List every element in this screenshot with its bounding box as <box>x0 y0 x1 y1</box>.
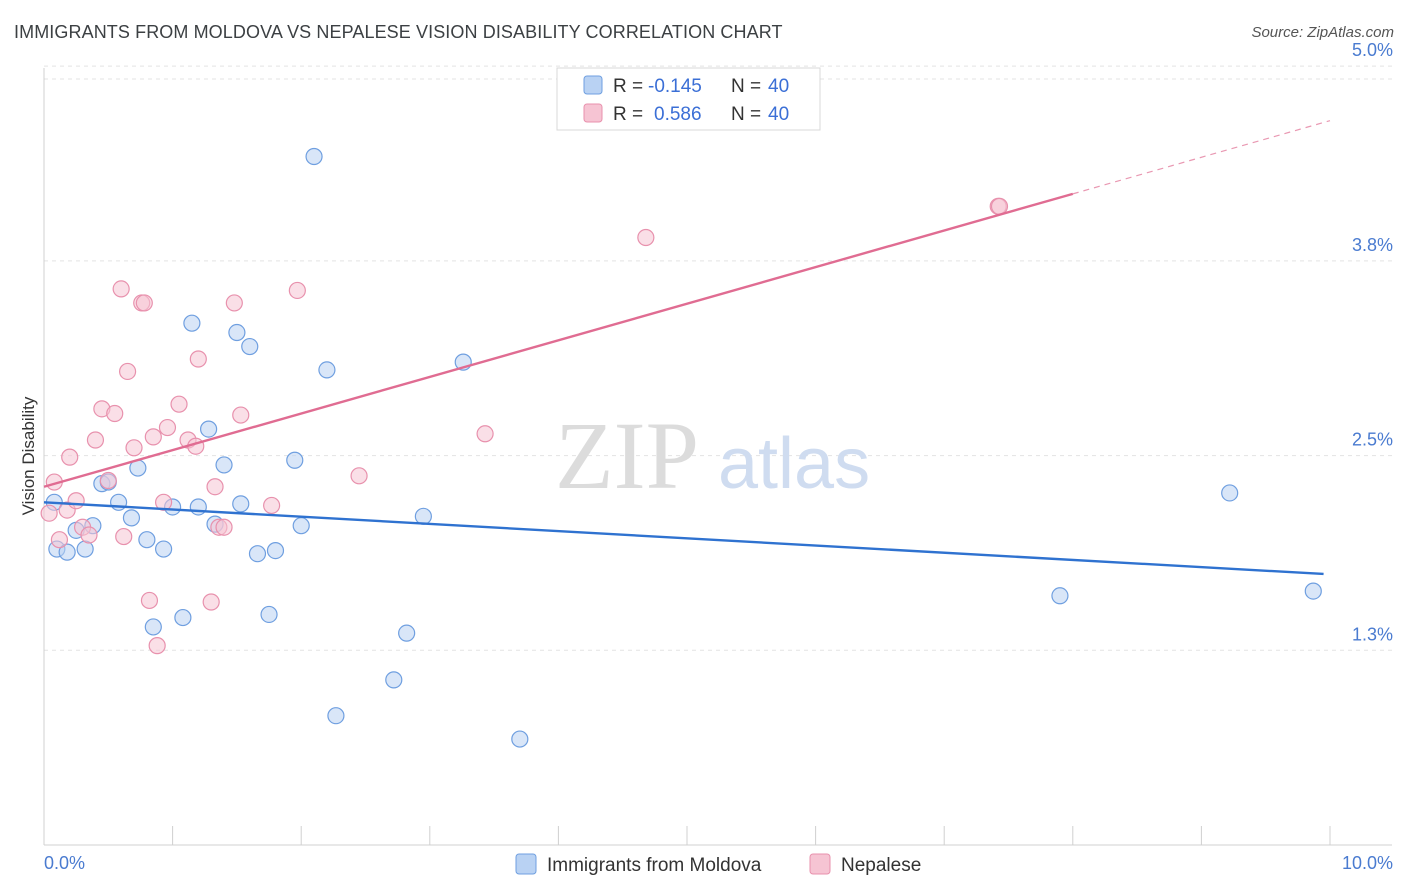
stats-n-value-pink: 40 <box>768 104 789 125</box>
moldova-point <box>286 451 304 469</box>
legend-label-moldova: Immigrants from Moldova <box>547 855 762 876</box>
moldova-point <box>248 545 267 563</box>
moldova-point <box>138 531 156 549</box>
moldova-point <box>200 420 218 438</box>
watermark-atlas: atlas <box>718 424 870 504</box>
nepalese-point <box>140 591 159 610</box>
nepalese-point <box>61 448 79 466</box>
moldova-point <box>292 517 310 535</box>
watermark-zip: ZIP <box>555 402 699 509</box>
nepalese-point <box>80 526 98 544</box>
axes <box>43 68 1392 846</box>
x-tick-label-max: 10.0% <box>1342 853 1393 873</box>
stats-r-value-pink: 0.586 <box>654 104 702 125</box>
moldova-point <box>318 361 336 379</box>
y-tick-label: 5.0% <box>1352 40 1393 60</box>
nepalese-point <box>115 527 133 546</box>
stats-r-label-blue: R = <box>613 76 643 97</box>
moldova-point <box>241 337 259 356</box>
nepalese-point <box>225 294 243 312</box>
nepalese-point <box>86 431 105 449</box>
moldova-point <box>215 456 233 474</box>
moldova-point <box>327 707 345 725</box>
moldova-point <box>511 730 529 748</box>
moldova-point <box>398 624 416 642</box>
nepalese-point <box>158 418 177 437</box>
nepalese-point <box>232 406 250 424</box>
moldova-point <box>385 671 403 689</box>
chart-title: IMMIGRANTS FROM MOLDOVA VS NEPALESE VISI… <box>14 22 783 42</box>
moldova-point <box>154 540 173 558</box>
nepalese-point <box>144 428 162 446</box>
data-points <box>40 147 1322 748</box>
watermark: ZIP atlas <box>555 402 870 509</box>
moldova-point <box>266 541 285 560</box>
trend-lines <box>43 120 1331 576</box>
moldova-point <box>414 507 432 525</box>
stats-r-label-pink: R = <box>613 104 643 125</box>
nepalese-point <box>206 478 224 496</box>
nepalese-point <box>154 493 173 511</box>
stats-n-value-blue: 40 <box>768 76 789 97</box>
stats-legend-swatch-pink <box>583 103 603 123</box>
moldova-point <box>1051 587 1069 605</box>
nepalese-point <box>125 439 143 457</box>
nepalese-point <box>40 504 58 522</box>
moldova-trend-line <box>43 501 1324 576</box>
nepalese-point <box>67 492 85 510</box>
nepalese-point <box>112 280 130 298</box>
x-tick-labels: 0.0% 10.0% <box>44 853 1393 873</box>
nepalese-point <box>637 228 655 247</box>
moldova-point <box>228 323 246 342</box>
stats-r-value-blue: -0.145 <box>648 76 702 97</box>
series-legend: Immigrants from Moldova Nepalese <box>515 853 921 876</box>
nepalese-point <box>288 281 306 300</box>
stats-n-label-pink: N = <box>731 104 761 125</box>
y-tick-label: 1.3% <box>1352 624 1393 644</box>
nepalese-trend-extension <box>1072 120 1331 195</box>
nepalese-point <box>170 395 188 413</box>
nepalese-point <box>50 531 69 549</box>
legend-swatch-moldova <box>515 853 537 875</box>
grid-lines <box>44 65 1392 651</box>
stats-legend: R = -0.145 N = 40 R = 0.586 N = 40 <box>556 67 821 131</box>
legend-swatch-nepalese <box>809 853 831 875</box>
nepalese-point <box>189 350 207 368</box>
moldova-point <box>1304 582 1322 600</box>
moldova-point <box>174 608 192 627</box>
moldova-point <box>183 314 201 332</box>
nepalese-point <box>106 404 124 423</box>
moldova-point <box>58 543 76 561</box>
legend-label-nepalese: Nepalese <box>841 855 921 876</box>
stats-legend-swatch-blue <box>583 75 603 95</box>
moldova-point <box>144 618 162 636</box>
moldova-point <box>122 509 141 527</box>
moldova-point <box>305 147 323 166</box>
moldova-point <box>1221 484 1239 502</box>
nepalese-point <box>263 496 281 515</box>
nepalese-point <box>202 593 220 611</box>
nepalese-point <box>215 518 233 536</box>
y-axis-label: Vision Disability <box>19 396 38 515</box>
y-tick-label: 3.8% <box>1352 235 1393 255</box>
y-tick-labels: 1.3% 2.5% 3.8% 5.0% <box>1352 40 1393 644</box>
moldova-point <box>189 498 207 516</box>
moldova-point <box>232 495 250 513</box>
nepalese-point <box>99 471 117 490</box>
source-credit: Source: ZipAtlas.com <box>1251 24 1394 41</box>
nepalese-point <box>148 637 166 655</box>
nepalese-point <box>118 362 137 381</box>
nepalese-point <box>476 425 494 443</box>
nepalese-point <box>135 294 153 312</box>
stats-n-label-blue: N = <box>731 76 761 97</box>
nepalese-point <box>350 467 368 485</box>
y-tick-label: 2.5% <box>1352 430 1393 450</box>
nepalese-trend-line <box>43 192 1074 488</box>
moldova-point <box>260 605 278 624</box>
x-tick-label-min: 0.0% <box>44 853 85 873</box>
